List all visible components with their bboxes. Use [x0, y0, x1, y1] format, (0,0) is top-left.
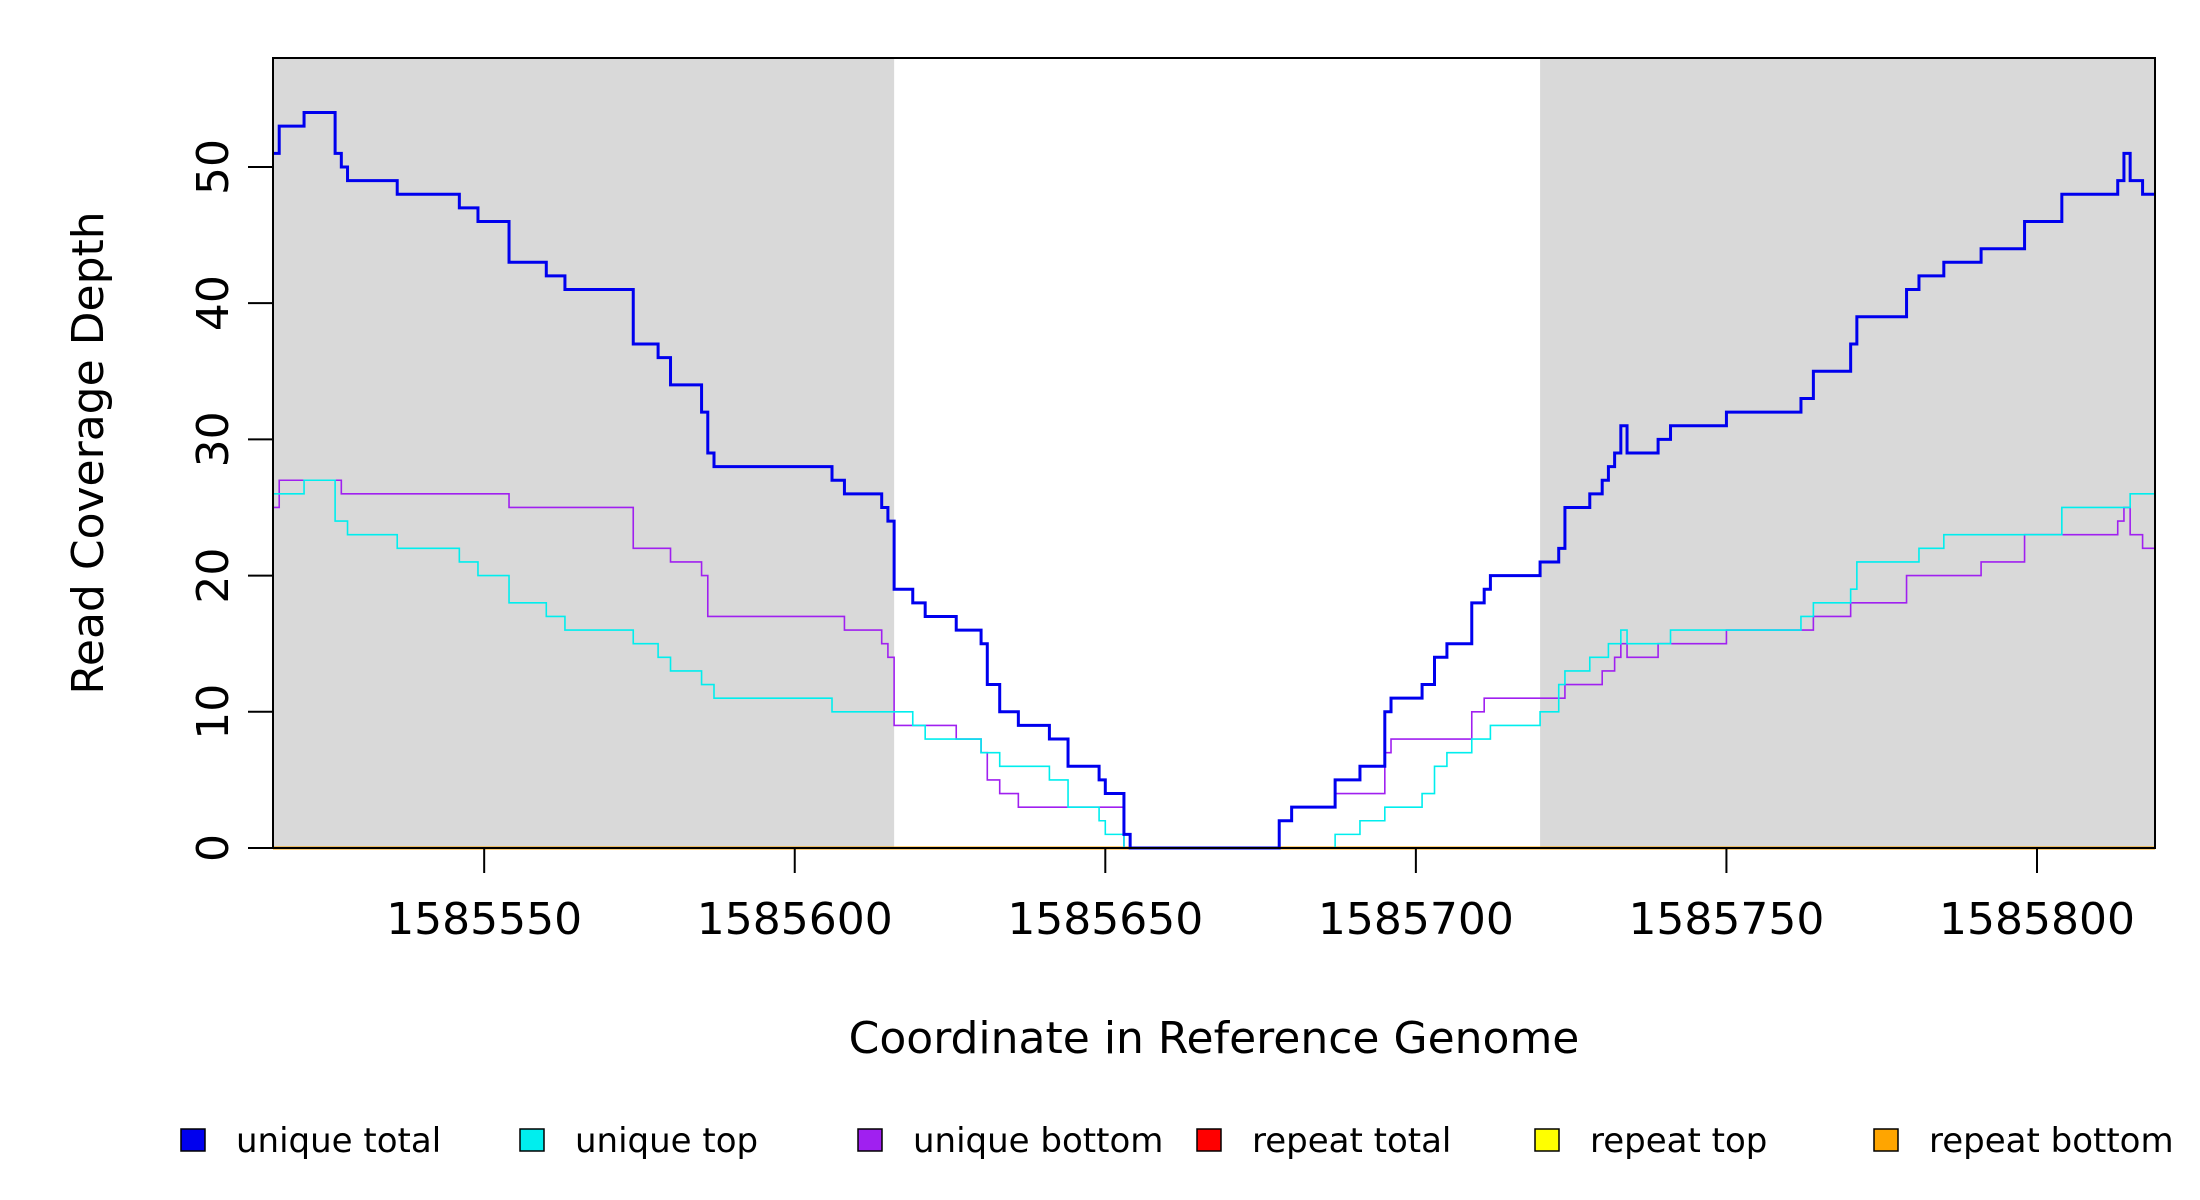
y-axis-title: Read Coverage Depth	[63, 211, 114, 694]
legend-label: unique bottom	[913, 1121, 1163, 1161]
x-tick-label: 1585800	[1939, 894, 2135, 945]
legend-label: repeat top	[1590, 1121, 1767, 1161]
legend-swatch-unique-top	[519, 1128, 545, 1152]
y-tick-label: 10	[188, 684, 239, 740]
y-tick-label: 20	[188, 548, 239, 604]
shaded-regions	[273, 58, 2155, 848]
legend-swatch-unique-bottom	[857, 1128, 883, 1152]
legend-label: unique total	[236, 1121, 441, 1161]
legend: unique total unique top unique bottom repea…	[180, 1121, 2174, 1161]
legend-label: unique top	[575, 1121, 758, 1161]
series-line-unique-top	[273, 479, 2155, 849]
x-tick-label: 1585750	[1628, 894, 1824, 945]
legend-swatch-repeat-top	[1534, 1128, 1560, 1152]
legend-label: repeat total	[1252, 1121, 1451, 1161]
y-axis: 0 10 20 30 40 50	[188, 139, 273, 862]
series-line-unique-total	[273, 110, 2155, 850]
y-tick-label: 30	[188, 411, 239, 467]
x-tick-label: 1585550	[386, 894, 582, 945]
y-tick-label: 0	[188, 834, 239, 862]
plot-frame	[272, 57, 2156, 849]
y-tick-label: 50	[188, 139, 239, 195]
legend-swatch-repeat-bottom	[1873, 1128, 1899, 1152]
legend-label: repeat bottom	[1929, 1121, 2174, 1161]
x-axis-title: Coordinate in Reference Genome	[849, 1013, 1580, 1064]
x-tick-label: 1585600	[697, 894, 893, 945]
y-tick-label: 40	[188, 275, 239, 331]
x-tick-label: 1585700	[1318, 894, 1514, 945]
legend-swatch-unique-total	[180, 1128, 206, 1152]
x-tick-label: 1585650	[1007, 894, 1203, 945]
x-axis: 1585550 1585600 1585650 1585700 1585750 15858…	[386, 848, 2135, 945]
shaded-region-1	[273, 58, 895, 848]
legend-swatch-repeat-total	[1196, 1128, 1222, 1152]
